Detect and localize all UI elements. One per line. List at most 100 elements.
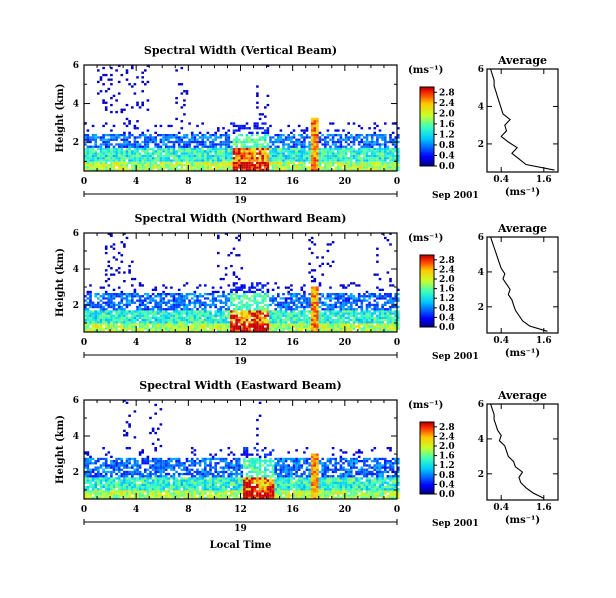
heatmap-cell [131,168,134,171]
heatmap-cell [305,305,309,309]
heatmap-cell [256,308,259,311]
heatmap-cell [316,303,319,307]
heatmap-cell [136,299,139,302]
heatmap-cell [224,301,228,304]
heatmap-cell [120,472,124,476]
heatmap-cell [253,157,257,160]
heatmap-cell [357,316,361,319]
heatmap-cell [368,327,371,330]
heatmap-cell [318,138,322,141]
heatmap-cell [89,168,92,171]
heatmap-cell [115,152,118,155]
heatmap-cell [350,161,353,165]
heatmap-cell [373,147,377,151]
heatmap-cell [128,457,131,461]
heatmap-cell [196,161,199,165]
heatmap-cell [170,312,173,315]
heatmap-cell [107,232,111,235]
heatmap-cell [384,297,387,300]
heatmap-cell [284,316,288,319]
heatmap-cell [258,147,262,151]
heatmap-cell [117,166,121,169]
heatmap-cell [347,316,350,319]
heatmap-cell [193,154,197,158]
heatmap-cell [308,262,311,265]
heatmap-cell [318,152,322,155]
heatmap-cell [167,136,171,139]
heatmap-cell [222,134,225,137]
heatmap-cell [258,321,262,324]
heatmap-cell [141,483,144,486]
heatmap-cell [164,147,168,151]
heatmap-cell [185,164,189,167]
heatmap-cell [128,496,131,499]
heatmap-cell [357,154,361,158]
heatmap-cell [222,312,225,315]
heatmap-cell [107,327,111,330]
heatmap-cell [347,325,350,328]
heatmap-cell [310,314,314,317]
heatmap-cell [115,269,118,272]
heatmap-cell [164,464,168,467]
heatmap-cell [329,122,332,125]
heatmap-cell [337,134,340,137]
heatmap-cell [389,152,392,155]
heatmap-cell [123,166,126,169]
heatmap-cell [151,329,155,332]
heatmap-cell [183,464,186,467]
heatmap-cell [120,297,124,300]
heatmap-cell [94,327,97,330]
heatmap-cell [84,314,87,317]
heatmap-cell [159,460,163,463]
heatmap-cell [266,312,270,315]
heatmap-cell [321,312,324,315]
heatmap-cell [334,159,337,162]
heatmap-cell [154,305,157,309]
heatmap-cell [138,327,142,330]
heatmap-cell [177,293,181,296]
heatmap-cell [363,299,366,302]
heatmap-cell [196,164,199,167]
heatmap-cell [149,490,152,493]
heatmap-cell [104,485,108,489]
heatmap-cell [120,73,124,77]
heatmap-cell [209,154,212,158]
heatmap-cell [316,325,319,328]
heatmap-cell [131,475,134,478]
heatmap-cell [331,147,335,151]
heatmap-cell [352,321,356,324]
heatmap-cell [144,325,147,328]
heatmap-cell [227,166,231,169]
heatmap-cell [310,321,314,324]
y-tick-label: 2 [73,138,79,148]
heatmap-cell [261,164,264,167]
heatmap-cell [120,323,124,326]
heatmap-cell [162,479,165,482]
heatmap-cell [128,321,131,324]
heatmap-cell [154,150,157,153]
average-profile-line [490,68,555,171]
heatmap-cell [389,316,392,319]
heatmap-cell [201,308,204,311]
heatmap-cell [271,168,275,171]
colorbar-frame [419,254,435,328]
heatmap-cell [394,136,397,139]
heatmap-cell [180,145,184,148]
heatmap-cell [384,145,387,148]
heatmap-cell [125,303,129,307]
heatmap-cell [300,321,304,324]
heatmap-cell [339,308,343,311]
heatmap-cell [214,168,217,171]
heatmap-cell [389,243,392,246]
heatmap-cell [102,66,105,70]
heatmap-cell [326,129,330,132]
heatmap-cell [313,301,317,304]
heatmap-cell [344,308,348,311]
heatmap-cell [159,479,163,482]
heatmap-cell [177,140,181,144]
heatmap-cell [183,168,186,171]
heatmap-cell [125,78,129,81]
heatmap-cell [368,305,371,309]
heatmap-cell [227,254,231,257]
heatmap-cell [164,460,168,463]
